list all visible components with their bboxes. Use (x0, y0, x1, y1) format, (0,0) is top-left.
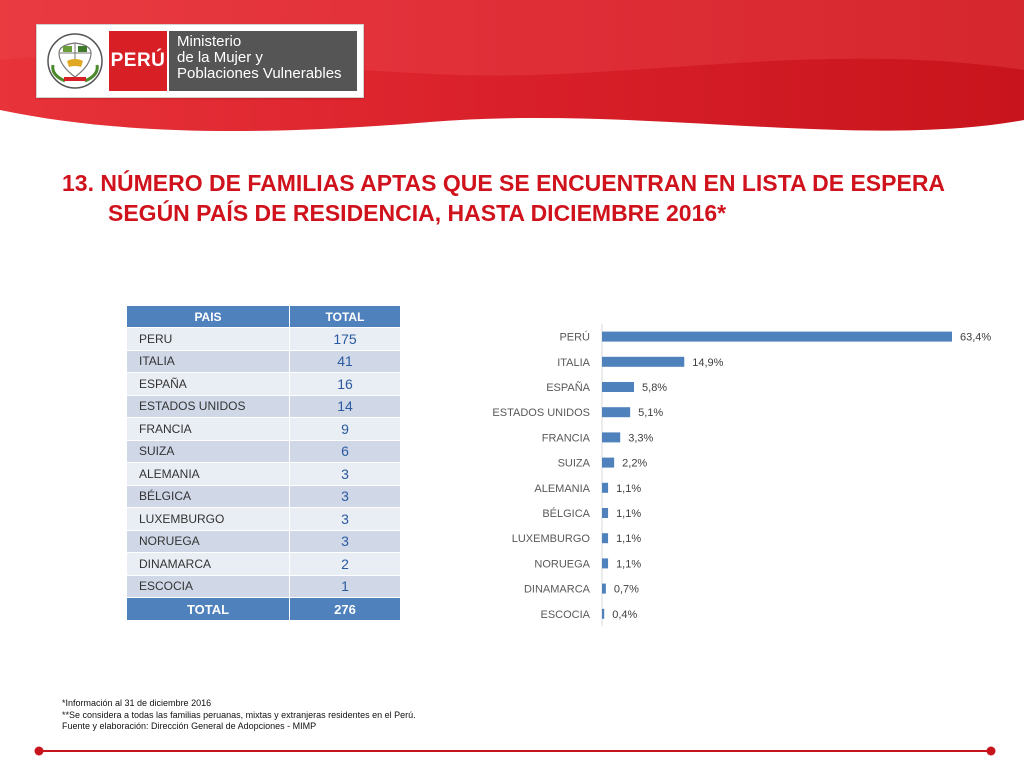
category-label: FRANCIA (542, 432, 591, 444)
category-label: ESCOCIA (540, 609, 590, 621)
ministry-line-2: de la Mujer y (177, 49, 263, 66)
data-label: 1,1% (616, 483, 641, 495)
data-label: 63,4% (960, 332, 991, 344)
table-cell-country: LUXEMBURGO (126, 507, 290, 531)
category-label: BÉLGICA (542, 507, 590, 520)
footnote-1: *Información al 31 de diciembre 2016 (62, 698, 212, 708)
footnotes: *Información al 31 de diciembre 2016 **S… (62, 698, 416, 733)
table-cell-total: 175 (289, 327, 401, 351)
footnote-2: **Se considera a todas las familias peru… (62, 709, 416, 720)
title-line-1: 13. NÚMERO DE FAMILIAS APTAS QUE SE ENCU… (62, 170, 946, 196)
table-cell-total: 3 (289, 484, 401, 508)
data-label: 0,7% (614, 584, 639, 596)
table-row: ITALIA 41 (126, 349, 401, 373)
bar (602, 457, 615, 468)
data-label: 0,4% (612, 609, 637, 621)
table-row: ESPAÑA 16 (126, 372, 401, 396)
table-cell-country: ESTADOS UNIDOS (126, 394, 290, 418)
title-line-2: SEGÚN PAÍS DE RESIDENCIA, HASTA DICIEMBR… (108, 200, 727, 226)
table-row: ESCOCIA 1 (126, 574, 401, 598)
page-title: 13. NÚMERO DE FAMILIAS APTAS QUE SE ENCU… (62, 168, 992, 228)
ministry-logo: PERÚ Ministerio de la Mujer y Poblacione… (36, 24, 364, 98)
table-cell-total: 3 (289, 462, 401, 486)
category-label: NORUEGA (534, 558, 590, 570)
data-label: 1,1% (616, 558, 641, 570)
table-cell-country: ESCOCIA (126, 574, 290, 598)
table-cell-country: FRANCIA (126, 417, 290, 441)
table-cell-country: ITALIA (126, 349, 290, 373)
data-label: 5,8% (642, 382, 667, 394)
table-row: NORUEGA 3 (126, 529, 401, 553)
total-value: 276 (289, 597, 401, 621)
bar (602, 533, 609, 544)
table-cell-total: 16 (289, 372, 401, 396)
table-row: SUIZA 6 (126, 439, 401, 463)
category-label: DINAMARCA (524, 584, 591, 596)
bar (602, 356, 685, 367)
category-label: ESTADOS UNIDOS (492, 407, 590, 419)
category-label: ITALIA (557, 357, 590, 369)
bar (602, 558, 609, 569)
category-label: SUIZA (558, 458, 591, 470)
data-label: 1,1% (616, 533, 641, 545)
table-cell-country: BÉLGICA (126, 484, 290, 508)
table-total-row: TOTAL 276 (126, 597, 401, 621)
data-label: 14,9% (692, 357, 723, 369)
table-cell-country: PERU (126, 327, 290, 351)
table-row: ALEMANIA 3 (126, 462, 401, 486)
peru-label: PERÚ (109, 31, 167, 91)
bottom-divider (34, 746, 996, 756)
country-table: PAIS TOTAL PERU 175 ITALIA 41 ESPAÑA 16 ESTADO… (126, 305, 401, 621)
table-cell-country: ALEMANIA (126, 462, 290, 486)
table-row: PERU 175 (126, 327, 401, 351)
bar (602, 407, 631, 418)
bar (602, 508, 609, 518)
table-cell-country: NORUEGA (126, 529, 290, 553)
total-label: TOTAL (126, 597, 290, 621)
table-cell-total: 3 (289, 529, 401, 553)
table-cell-country: ESPAÑA (126, 372, 290, 396)
table-cell-country: DINAMARCA (126, 552, 290, 576)
table-cell-total: 1 (289, 574, 401, 598)
bar (602, 432, 621, 443)
table-row: DINAMARCA 2 (126, 552, 401, 576)
bar (602, 382, 635, 392)
bar-chart: PERÚ 63,4% ITALIA 14,9% ESPAÑA 5,8% ESTADOS UN… (492, 324, 991, 627)
bar (602, 331, 952, 342)
table-row: BÉLGICA 3 (126, 484, 401, 508)
category-label: PERÚ (559, 331, 590, 344)
bar (602, 583, 606, 594)
data-label: 1,1% (616, 508, 641, 520)
table-cell-total: 14 (289, 394, 401, 418)
ministry-line-1: Ministerio (177, 33, 242, 50)
table-cell-total: 41 (289, 349, 401, 373)
table-header-country: PAIS (126, 305, 290, 328)
ministry-line-3: Poblaciones Vulnerables (177, 65, 342, 82)
data-label: 2,2% (622, 458, 647, 470)
table-row: FRANCIA 9 (126, 417, 401, 441)
category-label: LUXEMBURGO (512, 533, 591, 545)
table-cell-total: 2 (289, 552, 401, 576)
bar (602, 482, 609, 493)
table-cell-country: SUIZA (126, 439, 290, 463)
coat-of-arms-icon (47, 33, 103, 89)
table-cell-total: 6 (289, 439, 401, 463)
category-label: ESPAÑA (546, 381, 590, 394)
data-label: 3,3% (628, 432, 653, 444)
table-row: LUXEMBURGO 3 (126, 507, 401, 531)
footnote-3: Fuente y elaboración: Dirección General … (62, 721, 317, 731)
table-header-total: TOTAL (289, 305, 401, 328)
table-cell-total: 9 (289, 417, 401, 441)
ministry-name: Ministerio de la Mujer y Poblaciones Vul… (169, 31, 357, 91)
category-label: ALEMANIA (534, 483, 590, 495)
bar (602, 608, 605, 619)
table-row: ESTADOS UNIDOS 14 (126, 394, 401, 418)
table-cell-total: 3 (289, 507, 401, 531)
data-label: 5,1% (638, 407, 663, 419)
